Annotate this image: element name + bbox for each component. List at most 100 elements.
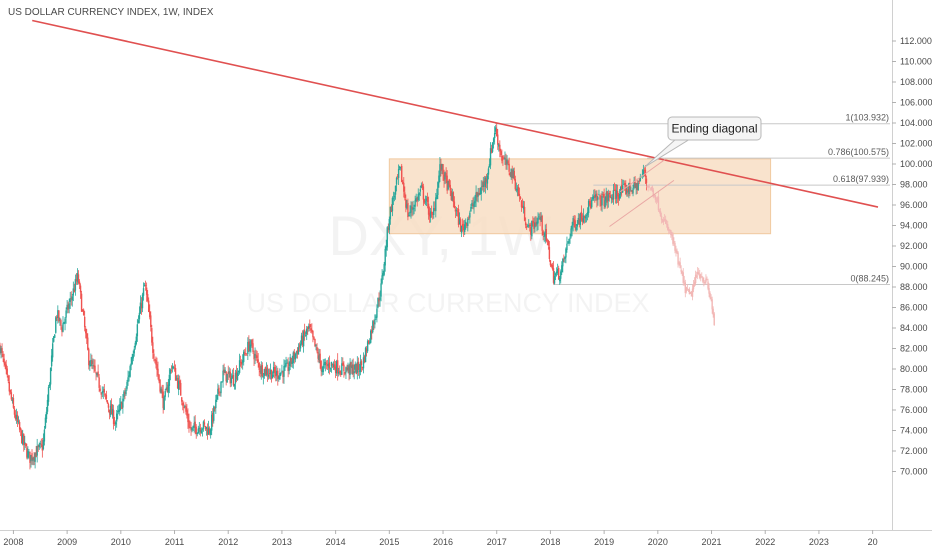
candle-body: [95, 372, 97, 374]
candle-body: [406, 204, 408, 209]
candle-body: [101, 391, 103, 394]
price-tick-label: 96.000: [900, 200, 928, 210]
candle-body: [497, 134, 499, 145]
candle-body: [229, 371, 231, 384]
candle-body: [7, 375, 9, 382]
candle-body: [340, 371, 342, 376]
price-axis[interactable]: 70.000 72.000 74.000 76.000 78.000 80.000 82.0…: [892, 36, 932, 477]
candle-body: [176, 377, 179, 389]
candle-body: [548, 247, 551, 259]
candle-body: [192, 425, 194, 428]
candle-body: [472, 204, 474, 207]
candle-body: [49, 367, 52, 385]
candle-body: [694, 274, 697, 284]
time-tick-label: 2018: [540, 537, 560, 547]
candle-body: [362, 357, 365, 369]
candle-body: [698, 272, 700, 274]
candle-body: [191, 427, 193, 431]
time-tick-label: 2012: [218, 537, 238, 547]
candle-body: [378, 298, 380, 302]
candle-body: [629, 183, 631, 191]
candle-body: [555, 271, 558, 274]
candle-body: [34, 453, 36, 462]
candle-body: [653, 194, 656, 197]
candle-body: [588, 200, 591, 205]
candle-body: [80, 293, 83, 312]
candle-body: [574, 220, 576, 228]
candle-body: [386, 227, 388, 248]
candle-body: [592, 196, 594, 200]
candle-body: [577, 217, 580, 224]
candle-body: [288, 367, 290, 371]
time-tick-label: 2009: [57, 537, 77, 547]
candle-body: [360, 361, 363, 366]
candle-body: [708, 288, 710, 294]
candle-body: [353, 371, 355, 374]
candle-body: [41, 445, 44, 451]
candle-body: [241, 360, 244, 363]
candle-body: [537, 218, 539, 224]
candle-body: [92, 365, 94, 366]
candle-body: [0, 348, 2, 353]
candle-body: [212, 413, 214, 422]
candle-body: [590, 203, 592, 209]
candle-body: [332, 364, 335, 368]
candle-body: [23, 434, 25, 446]
annotation-callout[interactable]: Ending diagonal: [644, 116, 762, 168]
candle-body: [294, 353, 297, 360]
candle-body: [559, 277, 561, 282]
candle-body: [695, 275, 698, 277]
candle-body: [485, 178, 488, 182]
candle-body: [261, 365, 264, 377]
candle-body: [324, 361, 326, 366]
time-axis[interactable]: 2008 2009 2010 2011 2012 2013 2014 2015 2016 2017…: [3, 530, 878, 547]
candle-body: [278, 377, 280, 379]
candle-body: [230, 377, 233, 384]
price-tick-label: 104.000: [900, 118, 932, 128]
candle-body: [159, 379, 161, 392]
candle-body: [547, 240, 550, 246]
price-tick-label: 86.000: [900, 303, 928, 313]
candle-body: [531, 220, 533, 237]
candle-body: [661, 219, 664, 223]
candle-body: [494, 127, 497, 132]
candle-body: [705, 278, 707, 283]
candle-body: [389, 206, 392, 220]
candle-body: [436, 194, 438, 200]
candle-body: [226, 373, 228, 383]
candle-body: [61, 327, 63, 332]
time-tick-label: 2023: [809, 537, 829, 547]
candle-body: [272, 367, 275, 374]
candle-body: [320, 360, 322, 371]
candle-body: [174, 368, 177, 381]
candle-body: [611, 197, 614, 200]
candle-body: [504, 157, 506, 160]
candle-body: [334, 366, 337, 374]
candle-body: [627, 189, 629, 193]
candle-body: [434, 208, 436, 210]
candle-body: [396, 176, 399, 178]
candle-body: [171, 366, 174, 369]
candle-body: [675, 249, 677, 253]
candle-body: [641, 174, 644, 176]
candle-body: [514, 179, 517, 190]
candle-body: [420, 185, 423, 188]
candle-body: [479, 193, 481, 195]
price-tick-label: 112.000: [900, 36, 932, 46]
candle-body: [325, 362, 328, 364]
candle-body: [188, 420, 190, 428]
candle-body: [466, 223, 468, 226]
candle-body: [165, 387, 167, 391]
candle-body: [552, 268, 555, 283]
candle-body: [533, 222, 535, 229]
candle-body: [387, 228, 389, 230]
candle-body: [666, 223, 668, 225]
candle-body: [221, 381, 223, 383]
candle-body: [88, 349, 90, 366]
candle-body: [94, 365, 96, 371]
candle-body: [375, 316, 377, 319]
candle-body: [312, 330, 314, 338]
time-tick-label: 2013: [272, 537, 292, 547]
candle-body: [545, 229, 547, 242]
